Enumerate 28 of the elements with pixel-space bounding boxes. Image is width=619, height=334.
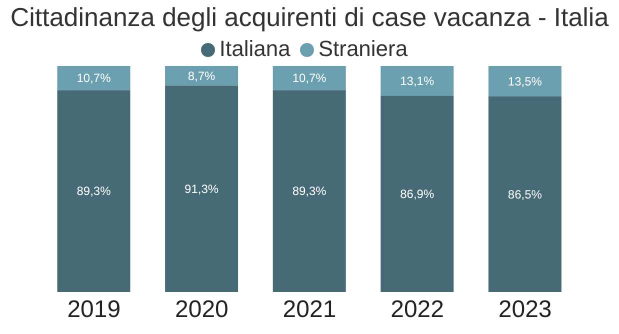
data-label: 91,3% xyxy=(184,182,219,196)
x-tick-label: 2019 xyxy=(67,296,121,324)
chart-title: Cittadinanza degli acquirenti di case vacanza - Italia xyxy=(9,1,610,34)
data-label: 13,5% xyxy=(508,74,542,88)
bar xyxy=(165,66,238,86)
data-label: 13,1% xyxy=(400,74,434,88)
x-tick-label: 2021 xyxy=(282,296,336,324)
bar xyxy=(57,66,130,90)
bar xyxy=(272,66,346,90)
data-label: 8,7% xyxy=(188,68,216,83)
data-label: 10,7% xyxy=(292,71,327,86)
bar xyxy=(488,66,562,97)
x-tick-label: 2022 xyxy=(390,296,444,324)
x-tick-label: 2020 xyxy=(175,296,228,324)
bar xyxy=(380,96,454,292)
x-tick-label: 2023 xyxy=(498,296,552,324)
data-label: 89,3% xyxy=(76,184,112,198)
bar xyxy=(380,66,454,96)
data-label: 89,3% xyxy=(292,184,327,198)
legend-label: Italiana xyxy=(219,36,290,61)
bar xyxy=(488,96,562,292)
bar xyxy=(272,90,346,292)
data-label: 86,5% xyxy=(508,187,542,202)
bar xyxy=(165,86,238,292)
data-label: 86,9% xyxy=(400,186,434,201)
bar xyxy=(57,90,130,292)
data-label: 10,7% xyxy=(76,71,112,86)
legend-label: Straniera xyxy=(318,36,408,61)
